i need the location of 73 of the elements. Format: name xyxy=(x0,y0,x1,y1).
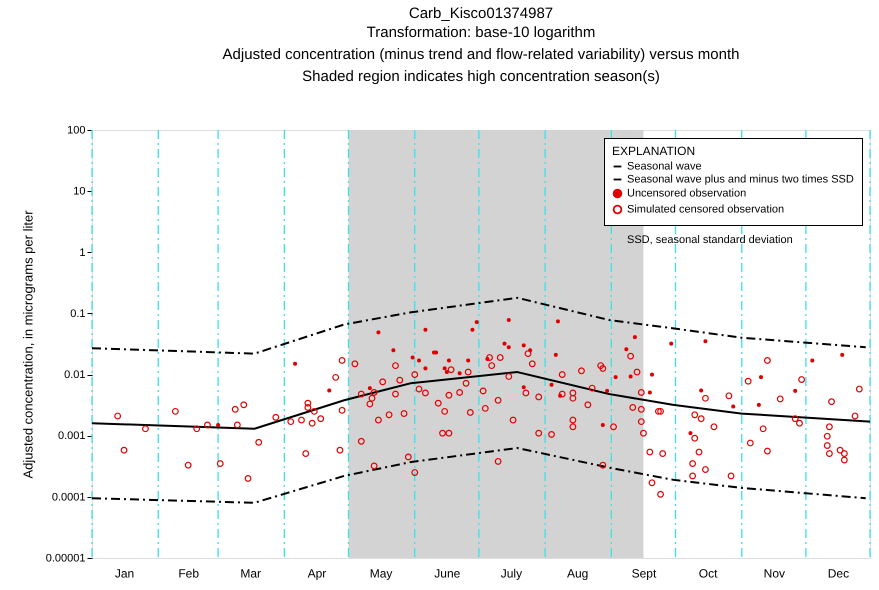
point xyxy=(669,342,674,346)
point xyxy=(522,385,526,390)
x-tick-label: Dec xyxy=(828,566,850,580)
x-tick-label: June xyxy=(434,566,461,580)
point xyxy=(417,358,422,362)
y-tick-label: 0.01 xyxy=(64,369,86,382)
x-tick-label: Feb xyxy=(178,566,200,580)
y-tick-label: 1 xyxy=(79,246,86,259)
y-tick-label: 0.001 xyxy=(58,430,86,442)
x-tick-label: Jan xyxy=(114,566,134,580)
point xyxy=(840,352,844,357)
point xyxy=(624,347,628,352)
y-tick-label: 0.0001 xyxy=(52,491,86,504)
point xyxy=(327,388,332,392)
point xyxy=(391,348,396,352)
point xyxy=(650,372,654,377)
legend-label: Seasonal wave xyxy=(627,160,702,172)
point xyxy=(703,339,708,344)
y-tick-label: 100 xyxy=(67,124,86,136)
point xyxy=(605,388,610,393)
x-tick-label: Aug xyxy=(567,566,588,580)
point xyxy=(470,328,474,332)
point xyxy=(410,356,415,360)
point xyxy=(368,386,372,390)
chart-title: Carb_Kisco01374987 xyxy=(408,5,554,22)
x-tick-label: Mar xyxy=(240,566,261,580)
point xyxy=(600,422,605,427)
point xyxy=(293,362,298,366)
annotation: SSD, seasonal standard deviation xyxy=(627,234,793,246)
point xyxy=(458,371,462,376)
x-tick-label: July xyxy=(500,566,522,580)
point xyxy=(758,375,763,380)
point xyxy=(688,431,692,436)
point xyxy=(554,352,558,357)
point xyxy=(442,366,447,370)
point xyxy=(632,335,637,340)
point xyxy=(444,370,449,374)
y-tick-label: 0.1 xyxy=(70,308,86,320)
point xyxy=(556,319,560,324)
point xyxy=(216,422,220,427)
x-tick-label: Apr xyxy=(308,566,326,580)
point xyxy=(522,343,526,348)
point xyxy=(423,328,428,332)
point xyxy=(506,345,511,350)
y-tick-label: 10 xyxy=(73,186,86,198)
point xyxy=(446,358,451,362)
x-tick-label: May xyxy=(370,566,392,580)
point xyxy=(550,382,554,387)
point xyxy=(628,374,633,378)
point xyxy=(731,404,736,409)
point xyxy=(474,320,479,324)
legend-label: Uncensored observation xyxy=(627,188,746,200)
point xyxy=(502,342,507,346)
y-tick-label: 0.00001 xyxy=(46,552,86,564)
point xyxy=(648,390,652,394)
point xyxy=(423,366,428,370)
chart-subtitle: Transformation: base-10 logarithm Adjusted concentration (minus trend and flow-related variability) versus month Shaded region indicates high concentration season(s) xyxy=(222,24,740,85)
x-tick-label: Oct xyxy=(698,566,718,580)
point xyxy=(466,358,470,362)
x-tick-label: Sept xyxy=(632,566,657,580)
legend-label: Seasonal wave plus and minus two times SSD xyxy=(627,174,854,186)
y-axis-title: Adjusted concentration, in micrograms per liter xyxy=(20,210,36,479)
legend-label: Simulated censored observation xyxy=(627,204,784,216)
point xyxy=(506,318,511,322)
point xyxy=(699,388,704,392)
point xyxy=(756,402,761,407)
point xyxy=(810,358,814,362)
legend-title: EXPLANATION xyxy=(612,144,696,158)
point xyxy=(793,388,798,393)
point xyxy=(434,350,438,354)
x-tick-label: Nov xyxy=(764,566,785,580)
point xyxy=(376,330,380,334)
point xyxy=(614,375,618,380)
